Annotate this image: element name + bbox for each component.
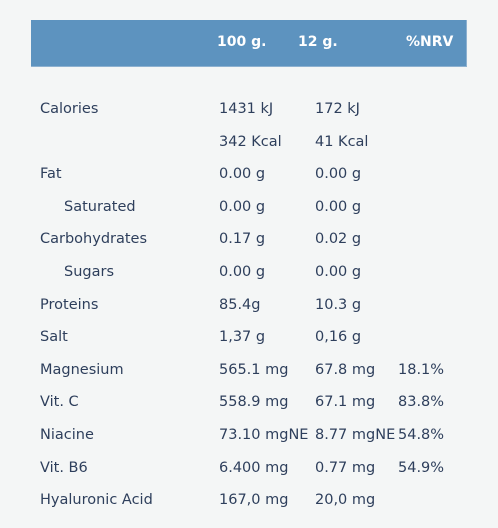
value-per-100g: 0.00 g bbox=[219, 198, 266, 215]
value-per-12g: 0,16 g bbox=[315, 329, 362, 346]
value-per-100g: 565.1 mg bbox=[219, 361, 289, 378]
value-per-100g: 0.17 g bbox=[219, 231, 266, 248]
value-per-12g: 172 kJ bbox=[315, 101, 360, 117]
nutrient-name: Magnesium bbox=[40, 361, 124, 378]
value-per-12g: 10.3 g bbox=[315, 296, 362, 313]
value-per-100g: 0.00 g bbox=[219, 166, 266, 183]
table-row: Fat 0.00 g 0.00 g bbox=[0, 162, 498, 186]
nutrient-name: Calories bbox=[40, 101, 99, 117]
table-row: Niacine 73.10 mgNE 8.77 mgNE 54.8% bbox=[0, 423, 498, 447]
table-row: Hyaluronic Acid 167,0 mg 20,0 mg bbox=[0, 488, 498, 512]
value-per-12g: 20,0 mg bbox=[315, 492, 376, 509]
value-nrv: 54.9% bbox=[398, 459, 445, 476]
table-row: Vit. C 558.9 mg 67.1 mg 83.8% bbox=[0, 390, 498, 414]
table-header: 100 g. 12 g. %NRV bbox=[31, 20, 467, 67]
nutrient-name: Niacine bbox=[40, 427, 94, 443]
table-row: Salt 1,37 g 0,16 g bbox=[0, 325, 498, 349]
value-per-12g: 41 Kcal bbox=[315, 133, 369, 150]
nutrient-name: Vit. C bbox=[40, 394, 79, 411]
value-nrv: 18.1% bbox=[398, 361, 445, 378]
value-per-100g: 342 Kcal bbox=[219, 133, 282, 150]
table-row: Sugars 0.00 g 0.00 g bbox=[0, 260, 498, 284]
value-per-100g: 85.4g bbox=[219, 296, 261, 313]
value-per-12g: 0.00 g bbox=[315, 264, 362, 280]
table-row: Carbohydrates 0.17 g 0.02 g bbox=[0, 227, 498, 251]
header-100g: 100 g. bbox=[217, 34, 267, 50]
value-per-12g: 0.00 g bbox=[315, 166, 362, 183]
table-row: 342 Kcal 41 Kcal bbox=[0, 130, 498, 154]
value-per-12g: 0.02 g bbox=[315, 231, 362, 248]
table-row: Saturated 0.00 g 0.00 g bbox=[0, 195, 498, 219]
table-row: Magnesium 565.1 mg 67.8 mg 18.1% bbox=[0, 358, 498, 382]
value-per-100g: 167,0 mg bbox=[219, 492, 289, 509]
value-per-12g: 67.8 mg bbox=[315, 361, 376, 378]
nutrient-name: Carbohydrates bbox=[40, 231, 148, 248]
table-row: Vit. B6 6.400 mg 0.77 mg 54.9% bbox=[0, 456, 498, 480]
header-nrv: %NRV bbox=[406, 34, 454, 50]
value-per-12g: 8.77 mgNE bbox=[315, 427, 396, 443]
value-per-100g: 0.00 g bbox=[219, 264, 266, 280]
table-row: Calories 1431 kJ 172 kJ bbox=[0, 97, 498, 121]
value-nrv: 54.8% bbox=[398, 427, 445, 443]
nutrient-name: Proteins bbox=[40, 296, 99, 313]
value-per-100g: 558.9 mg bbox=[219, 394, 289, 411]
value-per-12g: 0.00 g bbox=[315, 198, 362, 215]
value-per-12g: 0.77 mg bbox=[315, 459, 376, 476]
value-per-100g: 1,37 g bbox=[219, 329, 266, 346]
value-per-100g: 73.10 mgNE bbox=[219, 427, 309, 443]
value-per-12g: 67.1 mg bbox=[315, 394, 376, 411]
value-per-100g: 6.400 mg bbox=[219, 459, 289, 476]
nutrient-name: Hyaluronic Acid bbox=[40, 492, 153, 509]
nutrient-name: Sugars bbox=[64, 264, 114, 280]
value-per-100g: 1431 kJ bbox=[219, 101, 274, 117]
header-12g: 12 g. bbox=[298, 34, 338, 50]
nutrient-name: Salt bbox=[40, 329, 68, 346]
value-nrv: 83.8% bbox=[398, 394, 445, 411]
nutrient-name: Fat bbox=[40, 166, 62, 183]
nutrient-name: Saturated bbox=[64, 198, 136, 215]
table-row: Proteins 85.4g 10.3 g bbox=[0, 293, 498, 317]
nutrient-name: Vit. B6 bbox=[40, 459, 88, 476]
